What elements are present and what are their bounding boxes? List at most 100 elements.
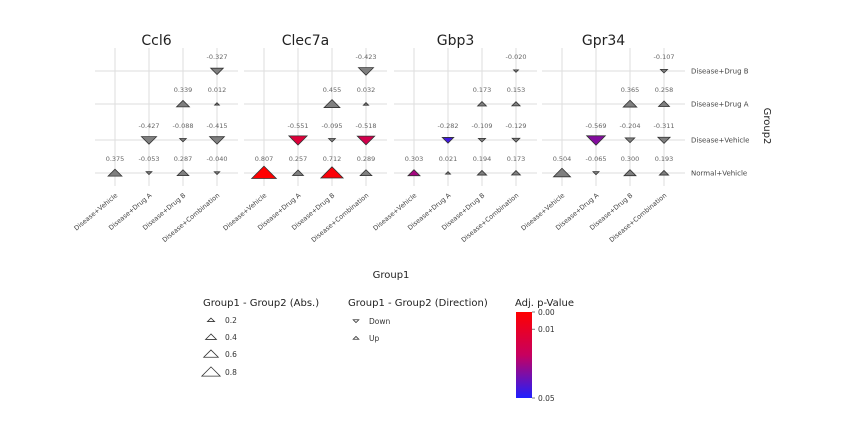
- value-label: -0.569: [586, 122, 607, 130]
- data-point: [357, 67, 375, 76]
- data-point: [107, 168, 123, 177]
- data-point: [291, 169, 305, 176]
- value-label: 0.173: [473, 86, 492, 94]
- data-point: [444, 171, 452, 175]
- data-point: [512, 69, 520, 73]
- colorbar: [516, 312, 532, 398]
- legend-size-symbol: [200, 366, 222, 377]
- value-label: 0.021: [439, 155, 458, 163]
- colorbar-label: 0.05: [538, 394, 555, 403]
- legend-size-title: Group1 - Group2 (Abs.): [203, 298, 319, 309]
- value-label: -0.095: [322, 122, 343, 130]
- data-point: [476, 169, 488, 176]
- legend-direction: Group1 - Group2 (Direction) Down Up: [348, 298, 488, 343]
- data-point: [175, 99, 191, 108]
- data-point: [622, 99, 638, 108]
- data-point: [327, 138, 337, 143]
- facet-title: Gpr34: [582, 33, 625, 49]
- legend-size-label: 0.2: [225, 316, 237, 325]
- value-label: 0.289: [357, 155, 376, 163]
- value-label: 0.339: [174, 86, 193, 94]
- y-tick-label: Normal+Vehicle: [691, 170, 747, 178]
- data-point: [592, 171, 600, 176]
- colorbar-label: 0.00: [538, 308, 555, 317]
- data-point: [209, 67, 225, 76]
- legend-direction-symbol: [352, 335, 360, 340]
- data-point: [145, 171, 153, 176]
- value-label: 0.012: [208, 86, 227, 94]
- colorbar-label: 0.01: [538, 325, 555, 334]
- data-point: [287, 135, 309, 146]
- value-label: 0.303: [405, 155, 424, 163]
- data-point: [476, 100, 488, 107]
- value-label: -0.020: [506, 53, 527, 61]
- data-point: [511, 137, 521, 143]
- value-label: 0.504: [553, 155, 572, 163]
- y-tick-label: Disease+Vehicle: [691, 137, 749, 145]
- value-label: -0.518: [356, 122, 377, 130]
- y-tick-label: Disease+Drug B: [691, 68, 749, 76]
- value-label: -0.327: [207, 53, 228, 61]
- value-label: 0.365: [621, 86, 640, 94]
- value-label: 0.173: [507, 155, 526, 163]
- x-tick-label: Disease+Combination: [608, 191, 669, 244]
- data-point: [359, 169, 373, 177]
- value-label: -0.088: [173, 122, 194, 130]
- value-label: -0.053: [139, 155, 160, 163]
- data-point: [140, 136, 158, 145]
- data-point: [356, 135, 376, 146]
- value-label: 0.153: [507, 86, 526, 94]
- value-label: 0.807: [255, 155, 274, 163]
- facet-title: Ccl6: [141, 33, 171, 49]
- x-tick-label: Disease+Combination: [310, 191, 371, 244]
- value-label: -0.040: [207, 155, 228, 163]
- legend-size: Group1 - Group2 (Abs.) 0.2 0.4 0.6 0.8: [200, 298, 319, 377]
- data-point: [585, 135, 607, 146]
- legend-size-symbol: [206, 317, 216, 322]
- data-point: [250, 165, 278, 179]
- data-point: [657, 100, 671, 107]
- data-point: [441, 137, 455, 144]
- value-label: -0.065: [586, 155, 607, 163]
- data-point: [623, 169, 637, 177]
- facet-title: Gbp3: [437, 33, 475, 49]
- x-axis-title: Group1: [373, 270, 410, 281]
- value-label: -0.109: [472, 122, 493, 130]
- value-label: -0.282: [438, 122, 459, 130]
- data-point: [213, 171, 221, 176]
- facet-title: Clec7a: [282, 33, 329, 49]
- x-tick-label: Disease+Combination: [161, 191, 222, 244]
- value-label: 0.455: [323, 86, 342, 94]
- value-label: -0.423: [356, 53, 377, 61]
- legend-color-title: Adj. p-Value: [515, 298, 574, 309]
- value-label: 0.193: [655, 155, 674, 163]
- data-point: [552, 167, 572, 178]
- data-point: [176, 169, 190, 177]
- legend-color: Adj. p-Value 0.00 0.01 0.05: [515, 298, 574, 403]
- value-label: 0.712: [323, 155, 342, 163]
- data-point: [658, 169, 670, 176]
- data-point: [178, 138, 188, 143]
- y-axis-title: Group2: [761, 108, 772, 145]
- legend-size-label: 0.8: [225, 368, 237, 377]
- y-axis-ticks: Normal+Vehicle Disease+Vehicle Disease+Dru…: [691, 68, 749, 178]
- legend-direction-title: Group1 - Group2 (Direction): [348, 298, 488, 309]
- legend-direction-label: Down: [369, 317, 390, 326]
- value-label: -0.427: [139, 122, 160, 130]
- data-point: [510, 169, 522, 176]
- data-point: [510, 101, 522, 107]
- legend-direction-symbol: [352, 319, 360, 324]
- data-point: [213, 102, 221, 106]
- value-label: -0.311: [654, 122, 675, 130]
- value-label: 0.032: [357, 86, 376, 94]
- x-tick-label: Disease+Combination: [460, 191, 521, 244]
- value-label: 0.287: [174, 155, 193, 163]
- data-point: [656, 136, 672, 144]
- value-label: 0.258: [655, 86, 674, 94]
